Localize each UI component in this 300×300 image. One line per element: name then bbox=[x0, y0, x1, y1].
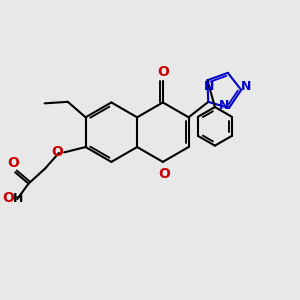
Text: O: O bbox=[158, 167, 170, 181]
Text: N: N bbox=[218, 99, 229, 112]
Text: H: H bbox=[13, 192, 23, 205]
Text: O: O bbox=[2, 191, 14, 206]
Text: O: O bbox=[7, 156, 19, 170]
Text: N: N bbox=[240, 80, 251, 93]
Text: O: O bbox=[51, 145, 63, 159]
Text: O: O bbox=[157, 65, 169, 79]
Text: N: N bbox=[204, 80, 214, 93]
